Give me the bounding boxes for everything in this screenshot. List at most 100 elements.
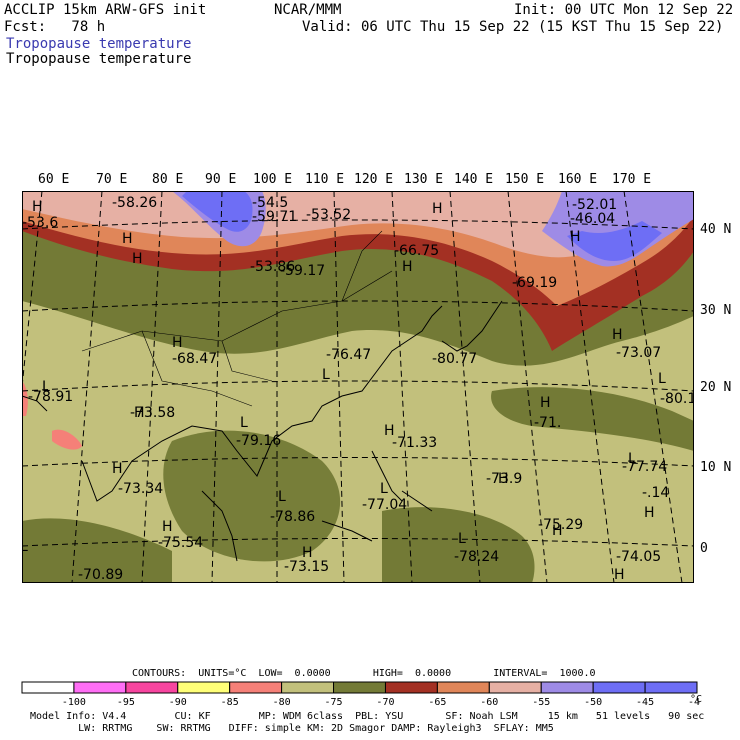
low-marker: L: [458, 531, 466, 547]
temperature-value-label: -73.34: [118, 481, 163, 497]
high-marker: H: [612, 327, 623, 343]
latitude-label: 30 N: [700, 303, 732, 318]
high-marker: H: [134, 405, 145, 421]
temperature-value-label: -52.01: [572, 197, 617, 213]
latitude-label: 40 N: [700, 222, 732, 237]
longitude-label: 110 E: [305, 172, 345, 187]
low-marker: L: [42, 379, 50, 395]
longitude-label: 80 E: [152, 172, 184, 187]
high-marker: H: [112, 461, 123, 477]
temperature-value-label: -73.07: [616, 345, 661, 361]
temperature-value-label: -78.86: [270, 509, 315, 525]
temperature-value-label: -74.05: [616, 549, 661, 565]
longitude-label: 160 E: [558, 172, 598, 187]
temperature-value-label: -77.04: [362, 497, 407, 513]
high-marker: H: [552, 523, 563, 539]
low-marker: L: [658, 371, 666, 387]
field-olive-east: [491, 387, 694, 451]
latitude-label: 10 N: [700, 460, 732, 475]
longitude-label: 130 E: [404, 172, 444, 187]
colorbar-tick-label: -95: [117, 697, 135, 708]
temperature-value-label: -71.33: [392, 435, 437, 451]
temperature-value-label: -68.47: [172, 351, 217, 367]
temperature-value-label: -58.26: [112, 195, 157, 211]
temperature-value-label: -71.: [534, 415, 561, 431]
longitude-label: 60 E: [38, 172, 70, 187]
high-marker: H: [162, 519, 173, 535]
temperature-value-label: -59.17: [280, 263, 325, 279]
field-salmon-west: [22, 381, 28, 416]
temperature-value-label: -53.6: [22, 215, 58, 231]
longitude-label: 70 E: [96, 172, 128, 187]
temperature-value-label: -73.58: [130, 405, 175, 421]
temperature-value-label: -76.47: [326, 347, 371, 363]
high-marker: H: [384, 423, 395, 439]
low-marker: L: [22, 539, 28, 555]
temperature-value-label: -79.16: [236, 433, 281, 449]
field-salmon-patch: [52, 429, 82, 450]
colorbar-tick-label: -60: [480, 697, 498, 708]
colorbar-tick-label: -90: [169, 697, 187, 708]
low-marker: L: [278, 489, 286, 505]
temperature-value-label: -78.91: [28, 389, 73, 405]
high-marker: H: [122, 231, 133, 247]
field-olive-southeast: [382, 507, 535, 583]
field-olive-southwest: [22, 518, 172, 583]
longitude-label: 120 E: [354, 172, 394, 187]
colorbar-bin: [281, 681, 335, 694]
colorbar-units: °C: [690, 694, 703, 705]
header-run-title: ACCLIP 15km ARW-GFS init: [4, 2, 207, 18]
colorbar-tick-label: -50: [584, 697, 602, 708]
longitude-label: 100 E: [253, 172, 293, 187]
header-valid-time: Valid: 06 UTC Thu 15 Sep 22 (15 KST Thu …: [302, 19, 724, 35]
temperature-value-label: -73.9: [486, 471, 522, 487]
temperature-value-label: -70.89: [78, 567, 123, 583]
colorbar-bin: [73, 681, 127, 694]
colorbar-tick-label: -75: [325, 697, 343, 708]
high-marker: H: [32, 199, 43, 215]
high-marker: H: [172, 335, 183, 351]
low-marker: L: [240, 415, 248, 431]
temperature-value-label: -46.04: [570, 211, 615, 227]
colorbar-tick-label: -40: [688, 697, 700, 708]
longitude-label: 140 E: [454, 172, 494, 187]
field-olive-south: [163, 430, 341, 562]
temperature-value-label: -78.24: [454, 549, 499, 565]
header-institution: NCAR/MMM: [274, 2, 342, 18]
colorbar-bin: [540, 681, 594, 694]
temperature-value-label: -75.29: [538, 517, 583, 533]
temperature-value-label: -77.74: [622, 459, 667, 475]
country-borders: [81, 230, 393, 407]
model-info-line1: Model Info: V4.4 CU: KF MP: WDM 6class P…: [30, 711, 705, 722]
header-init-time: Init: 00 UTC Mon 12 Sep 22: [514, 2, 734, 18]
colorbar-bin: [384, 681, 438, 694]
contours-info: CONTOURS: UNITS=°C LOW= 0.0000 HIGH= 0.0…: [132, 668, 596, 679]
temperature-value-label: -.14: [642, 485, 669, 501]
high-marker: H: [644, 505, 655, 521]
high-marker: H: [132, 251, 143, 267]
colorbar-bin: [333, 681, 386, 694]
coastlines: [22, 300, 503, 562]
low-marker: L: [380, 481, 388, 497]
longitude-label: 90 E: [205, 172, 237, 187]
high-marker: H: [302, 545, 313, 561]
temperature-value-label: -53.52: [306, 207, 351, 223]
temperature-value-label: -73.15: [284, 559, 329, 575]
colorbar-bin: [592, 681, 646, 694]
field-title-2: Tropopause temperature: [6, 51, 192, 67]
temperature-value-label: -80.19: [660, 391, 694, 407]
latitude-label: 20 N: [700, 380, 732, 395]
graticule: [22, 191, 694, 583]
colorbar-tick-label: -100: [62, 697, 86, 708]
colorbar-bin: [436, 681, 490, 694]
high-marker: H: [432, 201, 443, 217]
high-marker: H: [614, 567, 625, 583]
temperature-value-label: -75.54: [158, 535, 203, 551]
colorbar: -100 -95 -90 -85 -80 -75 -70 -65 -60 -55 -50 -45 -40: [21, 681, 700, 708]
colorbar-bin: [125, 681, 179, 694]
map-annotations: H-53.6-58.26H-54.5-59.71 -53.52 H-46.04H-5…: [22, 195, 694, 583]
colorbar-bin: [644, 681, 698, 694]
colorbar-bin: [488, 681, 542, 694]
colorbar-bin: [229, 681, 283, 694]
colorbar-tick-label: -85: [221, 697, 239, 708]
